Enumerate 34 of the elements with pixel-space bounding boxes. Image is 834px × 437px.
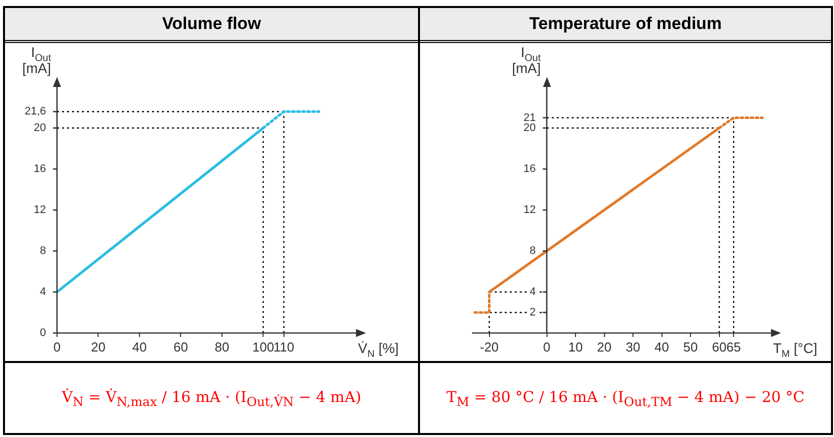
x-tick-label: 50 [683, 339, 698, 354]
y-tick-label: 12 [524, 204, 536, 216]
y-tick-label: 12 [34, 204, 46, 216]
x-tick-label: 80 [214, 339, 230, 354]
x-tick-label: 0 [543, 339, 550, 354]
y-tick-label: 8 [40, 245, 46, 258]
x-tick-label: 0 [53, 339, 61, 354]
x-tick-label: 60 [712, 339, 726, 354]
y-tick-label: 8 [530, 245, 536, 258]
x-tick-label: 100 [252, 339, 274, 354]
y-tick-label: 16 [524, 163, 536, 176]
y-tick-label: 2 [530, 306, 536, 319]
chart-title: Temperature of medium [420, 8, 831, 43]
x-tick-label: 60 [173, 339, 188, 354]
x-tick-label: 65 [726, 339, 741, 354]
x-tick-label: -20 [480, 339, 499, 354]
y-tick-label: 20 [524, 122, 536, 134]
y-tick-label: 4 [530, 286, 536, 298]
y-tick-label: 20 [34, 122, 46, 134]
x-tick-label: 110 [273, 339, 294, 354]
text: V̇$_{N}$ = V̇$_{N,max}$ / 16 mA · (I$_{Out,V̇N}$ − 4 mA) [62, 388, 362, 408]
y-tick-label: 0 [40, 327, 46, 340]
x-tick-label: 20 [597, 339, 612, 354]
y-tick-label: 4 [40, 286, 46, 298]
x-tick-label: 30 [626, 339, 640, 354]
y-tick-label: 16 [34, 163, 46, 176]
x-tick-label: 40 [654, 339, 669, 354]
text: T$_{M}$ = 80 °C / 16 mA · (I$_{Out,TM}$ − 4 mA) − 20 °C [446, 388, 805, 408]
y-tick-label: 21,6 [24, 106, 46, 118]
x-tick-label: 20 [91, 339, 106, 354]
y-tick-label: 21 [524, 112, 536, 124]
x-tick-label: 10 [568, 339, 583, 354]
x-tick-label: 40 [132, 339, 147, 354]
chart-title: Volume flow [5, 8, 418, 43]
